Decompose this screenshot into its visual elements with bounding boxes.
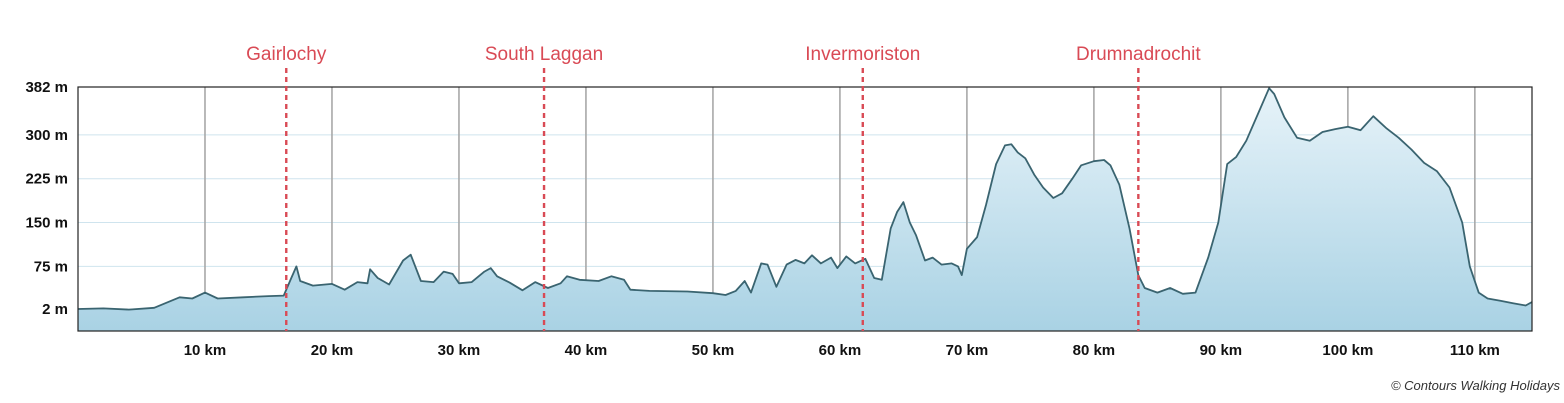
y-tick-label: 382 m xyxy=(25,79,68,96)
x-tick-label: 90 km xyxy=(1200,342,1243,359)
copyright-credit: © Contours Walking Holidays xyxy=(1390,378,1560,393)
y-axis: 2 m 75 m 150 m 225 m 300 m 382 m xyxy=(25,79,68,318)
marker-label: Invermoriston xyxy=(805,44,920,65)
elevation-area xyxy=(78,88,1532,331)
y-tick-label: 225 m xyxy=(25,171,68,188)
marker-label: Drumnadrochit xyxy=(1076,44,1201,65)
x-tick-label: 80 km xyxy=(1073,342,1116,359)
x-tick-label: 20 km xyxy=(311,342,354,359)
location-markers: Gairlochy South Laggan Invermoriston Drumna… xyxy=(246,44,1201,331)
x-tick-label: 10 km xyxy=(184,342,227,359)
x-tick-label: 40 km xyxy=(565,342,608,359)
x-tick-label: 70 km xyxy=(946,342,989,359)
x-tick-label: 30 km xyxy=(438,342,481,359)
x-tick-label: 100 km xyxy=(1322,342,1373,359)
x-axis: 10 km 20 km 30 km 40 km 50 km 60 km 70 km 80 km… xyxy=(184,342,1500,359)
marker-label: Gairlochy xyxy=(246,44,327,65)
y-tick-label: 75 m xyxy=(34,258,68,275)
plot-frame xyxy=(77,86,1533,332)
x-tick-label: 110 km xyxy=(1450,342,1500,359)
marker-label: South Laggan xyxy=(485,44,603,65)
elevation-line xyxy=(78,87,1532,311)
y-tick-label: 300 m xyxy=(25,127,68,144)
x-tick-label: 50 km xyxy=(692,342,735,359)
y-tick-label: 2 m xyxy=(42,301,68,318)
x-tick-label: 60 km xyxy=(819,342,862,359)
y-tick-label: 150 m xyxy=(25,215,68,232)
